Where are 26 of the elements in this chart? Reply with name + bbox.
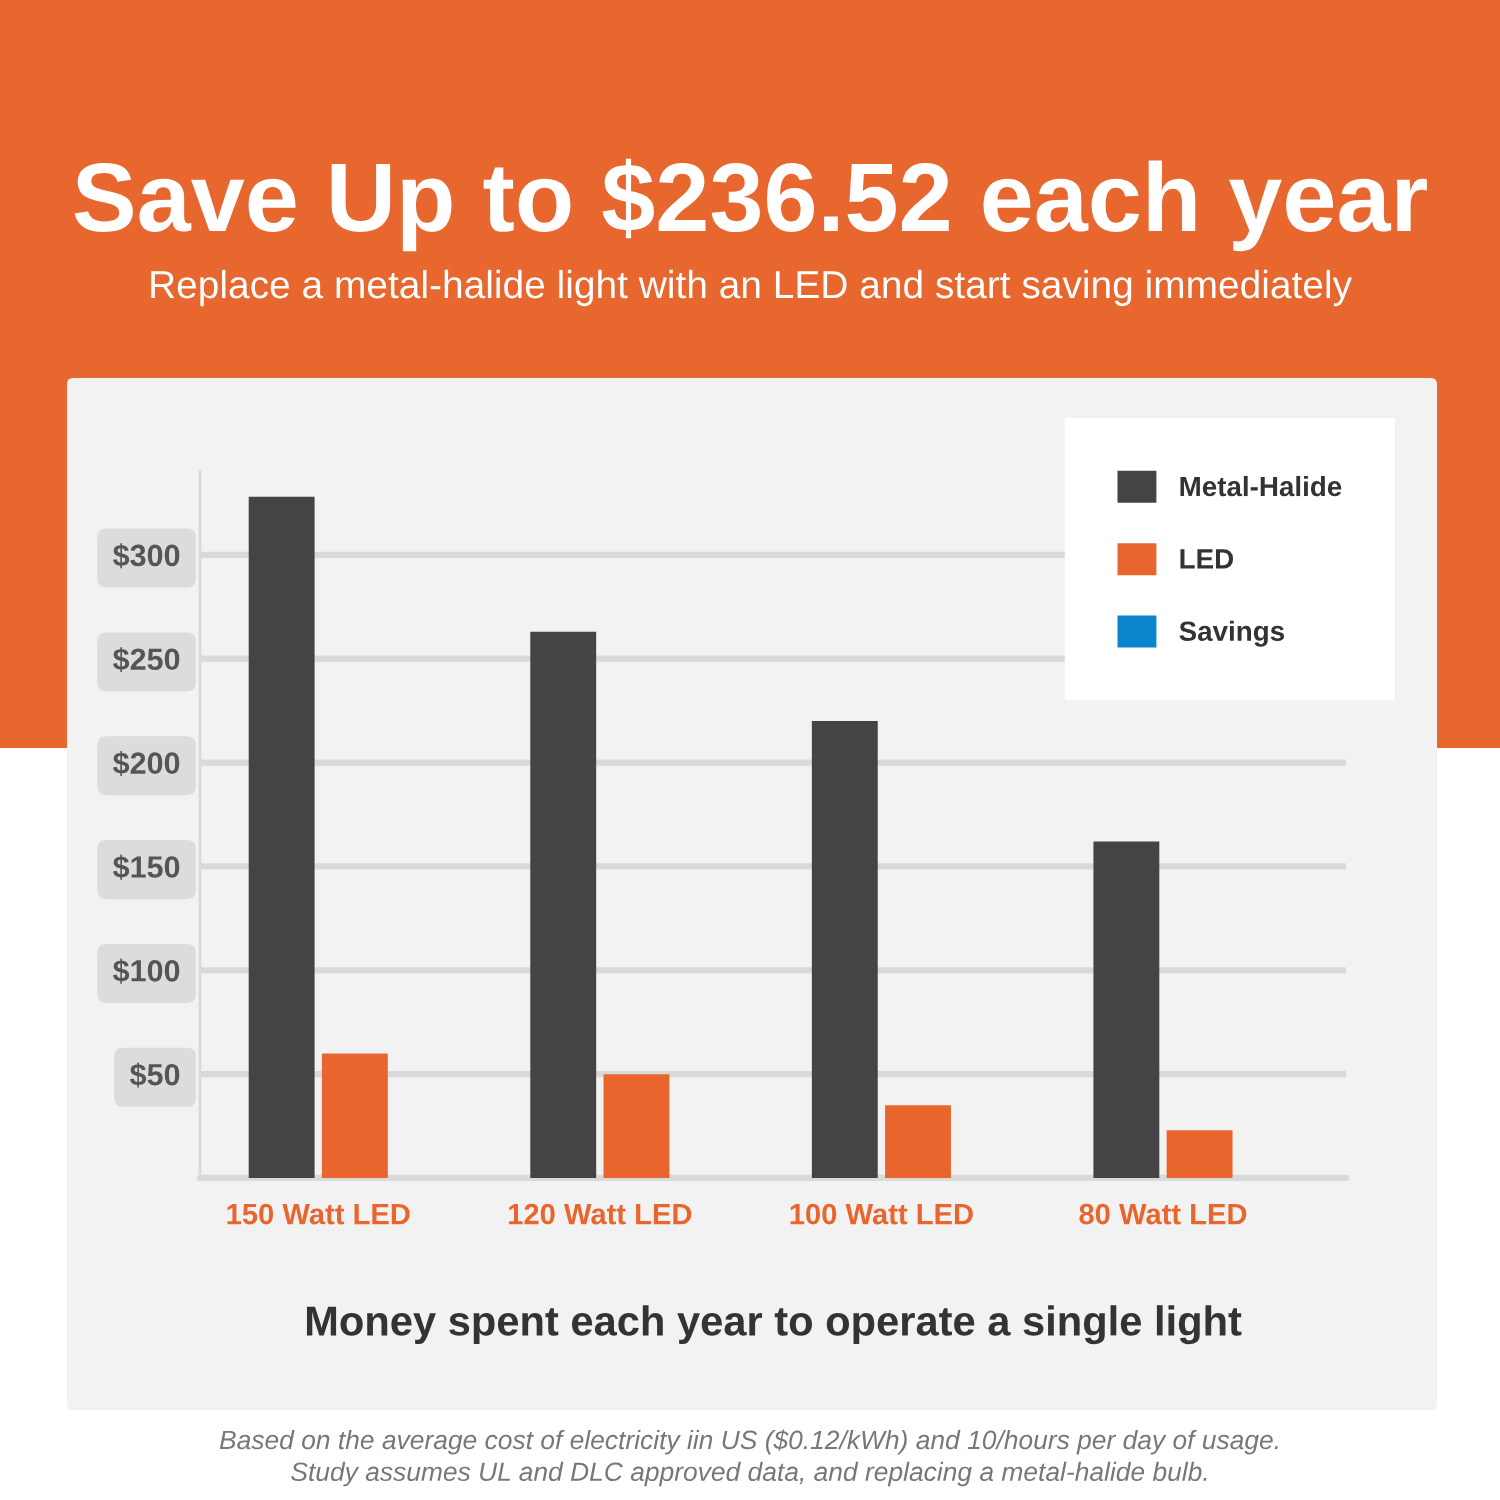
legend-label: LED: [1180, 549, 1234, 569]
chart-subtitle: Replace a metal-halide light with an LED and start saving immediately: [151, 269, 1352, 307]
chart-title: Save Up to $236.52 each year: [74, 158, 1427, 252]
bar: [248, 496, 315, 1178]
x-tick-label: 150 Watt LED: [227, 1203, 410, 1225]
bar: [530, 631, 597, 1178]
y-tick-label: $300: [112, 543, 180, 569]
x-axis-title: Money spent each year to operate a single light: [306, 1305, 1242, 1345]
x-tick-label: 100 Watt LED: [790, 1203, 973, 1225]
y-tick-label: $50: [129, 1062, 180, 1088]
bar: [1166, 1130, 1233, 1178]
bar: [321, 1053, 388, 1178]
legend-label: Savings: [1179, 620, 1285, 647]
y-tick-label: $250: [112, 647, 180, 673]
text: Based on the average cost of electricity iin US ($0.12/kWh) and 10/hours per day of usage.: [219, 1429, 1278, 1455]
bar: [811, 721, 878, 1178]
bar: [1093, 841, 1160, 1178]
y-tick-label: $150: [112, 854, 180, 880]
legend-label: Metal-Halide: [1180, 475, 1342, 497]
y-tick-label: $200: [112, 750, 180, 776]
bar: [885, 1105, 951, 1178]
text: Study assumes UL and DLC approved data, and replacing a metal-halide bulb.: [291, 1461, 1207, 1487]
bar: [603, 1074, 670, 1178]
x-tick-label: 120 Watt LED: [509, 1203, 692, 1225]
x-tick-label: 80 Watt LED: [1079, 1203, 1247, 1225]
y-tick-label: $100: [112, 958, 180, 984]
